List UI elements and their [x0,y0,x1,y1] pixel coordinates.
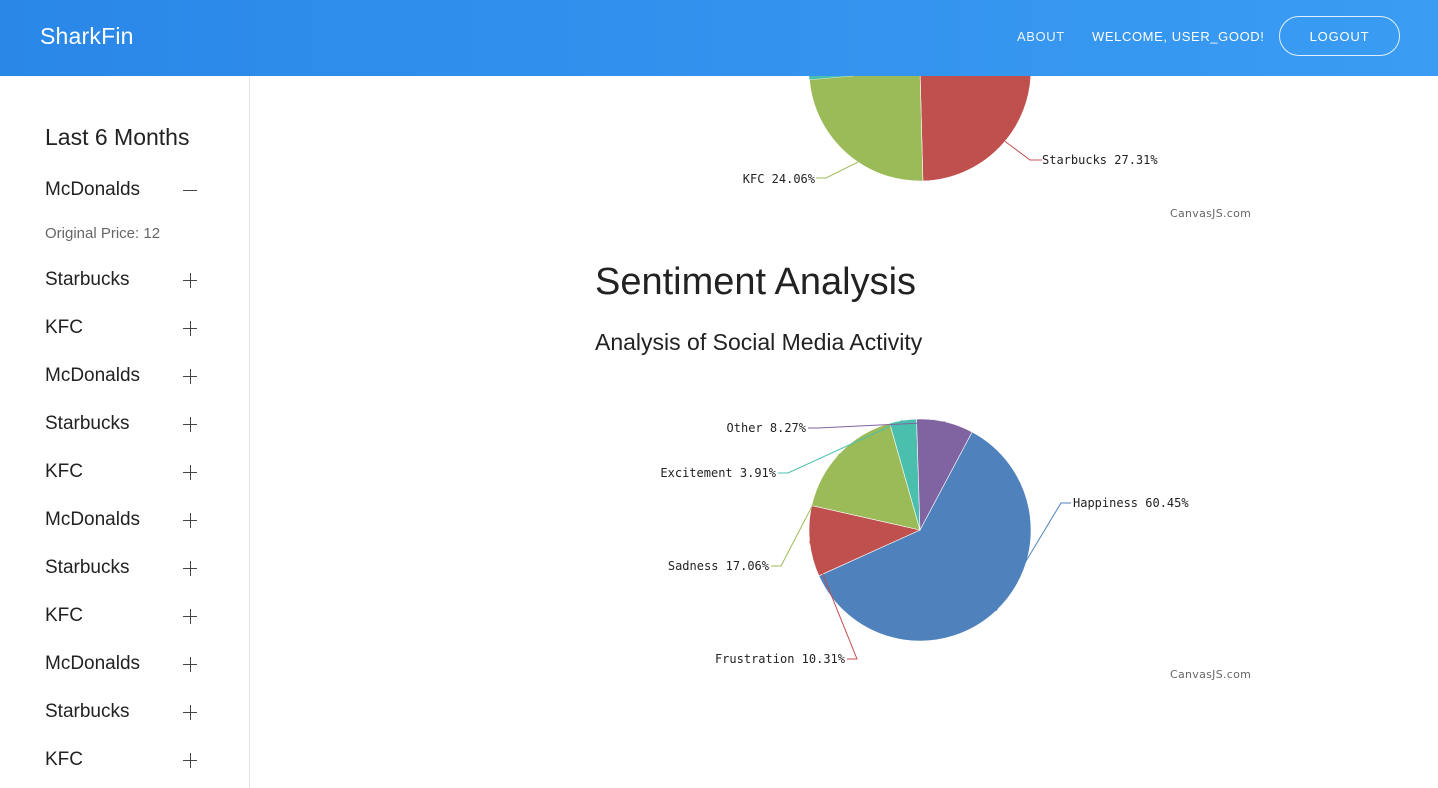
sidebar-item[interactable]: Starbucks [45,699,205,727]
sidebar-item-label: KFC [45,605,83,626]
sidebar-item[interactable]: McDonalds [45,651,205,679]
brand-logo[interactable]: SharkFin [40,23,134,49]
sidebar-item[interactable]: KFC [45,747,205,775]
plus-icon[interactable] [183,315,197,343]
sidebar-item-label: McDonalds [45,179,141,200]
sentiment-pie-chart: Happiness 60.45% Frustration 10.31% Sadnes… [660,418,1189,666]
pie-slice-sliver [809,76,852,80]
pie-label-leader [1004,140,1042,161]
pie-label-starbucks: Starbucks 27.31% [1042,153,1158,167]
plus-icon[interactable] [183,459,197,487]
sidebar-item-label: Starbucks [45,701,130,722]
minus-icon[interactable] [183,177,197,205]
sidebar-item[interactable]: McDonalds [45,363,205,391]
sidebar-item[interactable]: McDonalds [45,177,205,205]
sidebar-item-label: KFC [45,317,83,338]
sentiment-title: Sentiment Analysis [595,261,917,303]
pie-label-kfc: KFC 24.06% [743,172,816,186]
sidebar-item-label: McDonalds [45,365,141,386]
pie-label-leader [808,421,946,429]
plus-icon[interactable] [183,603,197,631]
plus-icon[interactable] [183,411,197,439]
pie-label-leader [816,161,859,179]
sidebar-item[interactable]: McDonalds [45,507,205,535]
sidebar-item[interactable]: KFC [45,459,205,487]
pie-label-leader [995,502,1071,612]
pie-slice-starbucks[interactable] [919,76,1032,182]
nav-about-link[interactable]: ABOUT [1017,29,1065,44]
sidebar-item-label: Starbucks [45,413,130,434]
plus-icon[interactable] [183,747,197,775]
top-navbar: SharkFin ABOUT WELCOME, USER_GOOD! LOGOU… [0,0,1438,76]
sidebar-title: Last 6 Months [45,124,190,150]
main-content: Starbucks 27.31% KFC 24.06% CanvasJS.com … [250,76,1438,788]
plus-icon[interactable] [183,507,197,535]
logout-button[interactable]: LOGOUT [1279,16,1400,56]
plus-icon[interactable] [183,699,197,727]
pie-label-happiness: Happiness 60.45% [1073,496,1189,510]
sentiment-subtitle: Analysis of Social Media Activity [595,329,923,355]
sidebar-item-label: KFC [45,749,83,770]
pie-label-leader [778,419,904,474]
plus-icon[interactable] [183,555,197,583]
sidebar-item[interactable]: KFC [45,603,205,631]
sidebar-item-label: Starbucks [45,557,130,578]
sidebar: Last 6 Months Original Price: 12 McDonal… [0,76,250,788]
restaurant-share-pie-chart: Starbucks 27.31% KFC 24.06% [743,76,1158,186]
pie-label-frustration: Frustration 10.31% [715,652,846,666]
plus-icon[interactable] [183,651,197,679]
expanded-item-detail: Original Price: 12 [45,225,161,242]
pie-label-excitement: Excitement 3.91% [660,466,776,480]
plus-icon[interactable] [183,363,197,391]
pie-label-leader [809,541,858,660]
sidebar-item[interactable]: Starbucks [45,267,205,295]
pie-label-sadness: Sadness 17.06% [668,559,770,573]
welcome-user-text: WELCOME, USER_GOOD! [1092,29,1265,44]
pie-label-leader [771,453,840,567]
sidebar-item-label: McDonalds [45,509,141,530]
sidebar-item-label: McDonalds [45,653,141,674]
sidebar-item-label: KFC [45,461,83,482]
pie-slice-kfc[interactable] [809,76,924,182]
sidebar-item[interactable]: Starbucks [45,555,205,583]
sidebar-item[interactable]: Starbucks [45,411,205,439]
chart-credit-top[interactable]: CanvasJS.com [1170,207,1252,220]
pie-label-other: Other 8.27% [727,421,807,435]
chart-credit-bottom[interactable]: CanvasJS.com [1170,668,1252,681]
plus-icon[interactable] [183,267,197,295]
sidebar-item-label: Starbucks [45,269,130,290]
sidebar-item[interactable]: KFC [45,315,205,343]
